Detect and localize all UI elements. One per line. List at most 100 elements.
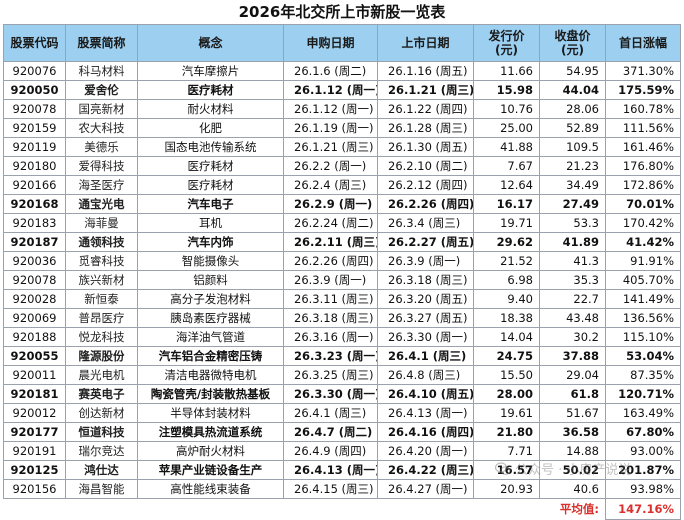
cell-issue-price: 20.93 — [473, 479, 540, 499]
cell-subscribe-date: 26.1.12 (周一) — [283, 80, 378, 100]
table-row: 920177 恒道科技 注塑模具热流道系统 26.4.7 (周二) 26.4.16 (周… — [3, 422, 681, 442]
cell-subscribe-date: 26.1.6 (周二) — [283, 61, 378, 81]
cell-name: 国亮新材 — [65, 99, 138, 119]
cell-name: 恒道科技 — [65, 422, 138, 442]
cell-issue-price: 18.38 — [473, 308, 540, 328]
cell-issue-price: 28.00 — [473, 384, 540, 404]
cell-subscribe-date: 26.2.9 (周一) — [283, 194, 378, 214]
table-row: 920166 海圣医疗 医疗耗材 26.2.4 (周三) 26.2.12 (周四) 12.… — [3, 175, 681, 195]
cell-first-day-rise: 70.01% — [605, 194, 681, 214]
cell-listing-date: 26.3.4 (周三) — [377, 213, 474, 233]
cell-listing-date: 26.4.1 (周三) — [377, 346, 474, 366]
cell-close-price: 40.6 — [539, 479, 606, 499]
cell-close-price: 34.49 — [539, 175, 606, 195]
cell-first-day-rise: 93.98% — [605, 479, 681, 499]
cell-concept: 半导体封装材料 — [137, 403, 284, 423]
cell-name: 新恒泰 — [65, 289, 138, 309]
cell-subscribe-date: 26.4.15 (周三) — [283, 479, 378, 499]
cell-close-price: 61.8 — [539, 384, 606, 404]
cell-subscribe-date: 26.3.18 (周三) — [283, 308, 378, 328]
cell-first-day-rise: 176.80% — [605, 156, 681, 176]
cell-close-price: 41.89 — [539, 232, 606, 252]
table-row: 920028 新恒泰 高分子发泡材料 26.3.11 (周三) 26.3.20 (周五)… — [3, 289, 681, 309]
cell-name: 爱得科技 — [65, 156, 138, 176]
cell-first-day-rise: 371.30% — [605, 61, 681, 81]
cell-code: 920187 — [3, 232, 66, 252]
cell-subscribe-date: 26.4.7 (周二) — [283, 422, 378, 442]
cell-concept: 医疗耗材 — [137, 156, 284, 176]
cell-first-day-rise: 201.87% — [605, 460, 681, 480]
cell-name: 隆源股份 — [65, 346, 138, 366]
cell-listing-date: 26.3.30 (周一) — [377, 327, 474, 347]
table-row: 920069 普昂医疗 胰岛素医疗器械 26.3.18 (周三) 26.3.27 (周五… — [3, 308, 681, 328]
cell-concept: 耐火材料 — [137, 99, 284, 119]
cell-first-day-rise: 141.49% — [605, 289, 681, 309]
cell-code: 920188 — [3, 327, 66, 347]
cell-concept: 汽车铝合金精密压铸 — [137, 346, 284, 366]
cell-name: 海菲曼 — [65, 213, 138, 233]
cell-listing-date: 26.2.27 (周五) — [377, 232, 474, 252]
table-row: 920055 隆源股份 汽车铝合金精密压铸 26.3.23 (周一) 26.4.1 (周… — [3, 346, 681, 366]
cell-close-price: 52.89 — [539, 118, 606, 138]
cell-first-day-rise: 91.91% — [605, 251, 681, 271]
header-code: 股票代码 — [3, 24, 66, 62]
cell-subscribe-date: 26.4.9 (周四) — [283, 441, 378, 461]
cell-first-day-rise: 53.04% — [605, 346, 681, 366]
cell-concept: 胰岛素医疗器械 — [137, 308, 284, 328]
cell-name: 创达新材 — [65, 403, 138, 423]
cell-code: 920011 — [3, 365, 66, 385]
cell-issue-price: 15.98 — [473, 80, 540, 100]
cell-listing-date: 26.1.21 (周三) — [377, 80, 474, 100]
cell-code: 920119 — [3, 137, 66, 157]
cell-subscribe-date: 26.1.12 (周一) — [283, 99, 378, 119]
cell-subscribe-date: 26.4.13 (周一) — [283, 460, 378, 480]
cell-code: 920180 — [3, 156, 66, 176]
cell-listing-date: 26.4.16 (周四) — [377, 422, 474, 442]
header-name: 股票简称 — [65, 24, 138, 62]
cell-close-price: 54.95 — [539, 61, 606, 81]
cell-listing-date: 26.3.18 (周三) — [377, 270, 474, 290]
cell-name: 晨光电机 — [65, 365, 138, 385]
cell-name: 通宝光电 — [65, 194, 138, 214]
cell-subscribe-date: 26.2.24 (周二) — [283, 213, 378, 233]
average-label: 平均值: — [559, 502, 599, 517]
table-row: 920125 鸿仕达 苹果产业链设备生产 26.4.13 (周一) 26.4.22 (周… — [3, 460, 681, 480]
cell-name: 瑞尔竞达 — [65, 441, 138, 461]
cell-listing-date: 26.3.27 (周五) — [377, 308, 474, 328]
cell-first-day-rise: 41.42% — [605, 232, 681, 252]
cell-subscribe-date: 26.3.9 (周一) — [283, 270, 378, 290]
cell-code: 920076 — [3, 61, 66, 81]
cell-subscribe-date: 26.3.25 (周三) — [283, 365, 378, 385]
cell-concept: 汽车电子 — [137, 194, 284, 214]
table-row: 920168 通宝光电 汽车电子 26.2.9 (周一) 26.2.26 (周四) 16.… — [3, 194, 681, 214]
cell-subscribe-date: 26.1.21 (周三) — [283, 137, 378, 157]
cell-concept: 国态电池传输系统 — [137, 137, 284, 157]
table-row: 920180 爱得科技 医疗耗材 26.2.2 (周一) 26.2.10 (周二) 7.6… — [3, 156, 681, 176]
header-concept: 概念 — [137, 24, 284, 62]
cell-concept: 医疗耗材 — [137, 175, 284, 195]
cell-listing-date: 26.4.20 (周一) — [377, 441, 474, 461]
cell-name: 海圣医疗 — [65, 175, 138, 195]
cell-concept: 耳机 — [137, 213, 284, 233]
header-listing-date: 上市日期 — [377, 24, 474, 62]
cell-issue-price: 24.75 — [473, 346, 540, 366]
cell-issue-price: 6.98 — [473, 270, 540, 290]
cell-close-price: 14.88 — [539, 441, 606, 461]
cell-concept: 医疗耗材 — [137, 80, 284, 100]
cell-subscribe-date: 26.2.26 (周四) — [283, 251, 378, 271]
cell-issue-price: 7.71 — [473, 441, 540, 461]
cell-first-day-rise: 115.10% — [605, 327, 681, 347]
table-row: 920181 赛英电子 陶瓷管壳/封装散热基板 26.3.30 (周一) 26.4.10… — [3, 384, 681, 404]
cell-first-day-rise: 161.46% — [605, 137, 681, 157]
cell-issue-price: 16.17 — [473, 194, 540, 214]
cell-code: 920177 — [3, 422, 66, 442]
cell-first-day-rise: 93.00% — [605, 441, 681, 461]
cell-first-day-rise: 111.56% — [605, 118, 681, 138]
cell-code: 920156 — [3, 479, 66, 499]
cell-concept: 陶瓷管壳/封装散热基板 — [137, 384, 284, 404]
table-row: 920078 族兴新材 铝颜料 26.3.9 (周一) 26.3.18 (周三) 6.98… — [3, 270, 681, 290]
cell-code: 920055 — [3, 346, 66, 366]
cell-name: 爱舍伦 — [65, 80, 138, 100]
cell-listing-date: 26.3.20 (周五) — [377, 289, 474, 309]
cell-close-price: 28.06 — [539, 99, 606, 119]
